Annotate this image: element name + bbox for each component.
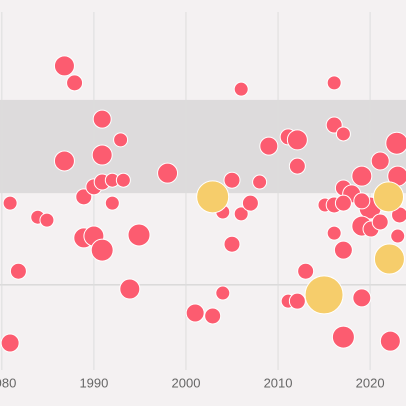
bubble — [233, 81, 249, 97]
bubble — [331, 325, 355, 349]
bubble — [351, 165, 373, 187]
bubble — [286, 129, 308, 151]
bubble — [373, 181, 405, 213]
bubble — [2, 195, 18, 211]
bubble — [241, 194, 259, 212]
band — [0, 99, 406, 194]
bubble — [326, 225, 342, 241]
bubble — [223, 171, 241, 189]
bubble — [91, 144, 113, 166]
bubble — [326, 75, 342, 91]
bubble — [373, 243, 405, 275]
bubble — [297, 262, 315, 280]
bubble — [223, 235, 241, 253]
x-tick-label: 1990 — [79, 375, 108, 390]
bubble — [185, 303, 205, 323]
bubble — [379, 330, 401, 352]
bubble — [39, 212, 55, 228]
bubble — [204, 307, 222, 325]
bubble — [390, 228, 406, 244]
bubble — [370, 151, 390, 171]
bubble — [0, 333, 20, 353]
bubble — [75, 188, 93, 206]
bubble — [119, 278, 141, 300]
x-tick-label: 1980 — [0, 375, 16, 390]
x-tick-label: 2000 — [172, 375, 201, 390]
bubble — [334, 194, 352, 212]
bubble — [92, 109, 112, 129]
bubble — [233, 206, 249, 222]
bubble — [104, 195, 120, 211]
bubble — [371, 213, 389, 231]
bubble — [9, 262, 27, 280]
bubble — [385, 131, 406, 155]
bubble — [157, 162, 179, 184]
bubble — [53, 55, 75, 77]
bubble — [304, 275, 344, 315]
bubble — [66, 74, 84, 92]
bubble — [127, 223, 151, 247]
bubble — [288, 292, 306, 310]
bubble — [113, 132, 129, 148]
bubble — [53, 150, 75, 172]
bubble — [115, 172, 131, 188]
bubble — [252, 174, 268, 190]
bubble — [196, 180, 230, 214]
bubble — [352, 288, 372, 308]
bubble — [353, 192, 371, 210]
x-tick-label: 2020 — [356, 375, 385, 390]
bubble — [335, 126, 351, 142]
bubble — [288, 157, 306, 175]
bubble — [215, 285, 231, 301]
bubble — [333, 240, 353, 260]
bubble — [90, 238, 114, 262]
bubble — [259, 136, 279, 156]
x-tick-label: 2010 — [264, 375, 293, 390]
